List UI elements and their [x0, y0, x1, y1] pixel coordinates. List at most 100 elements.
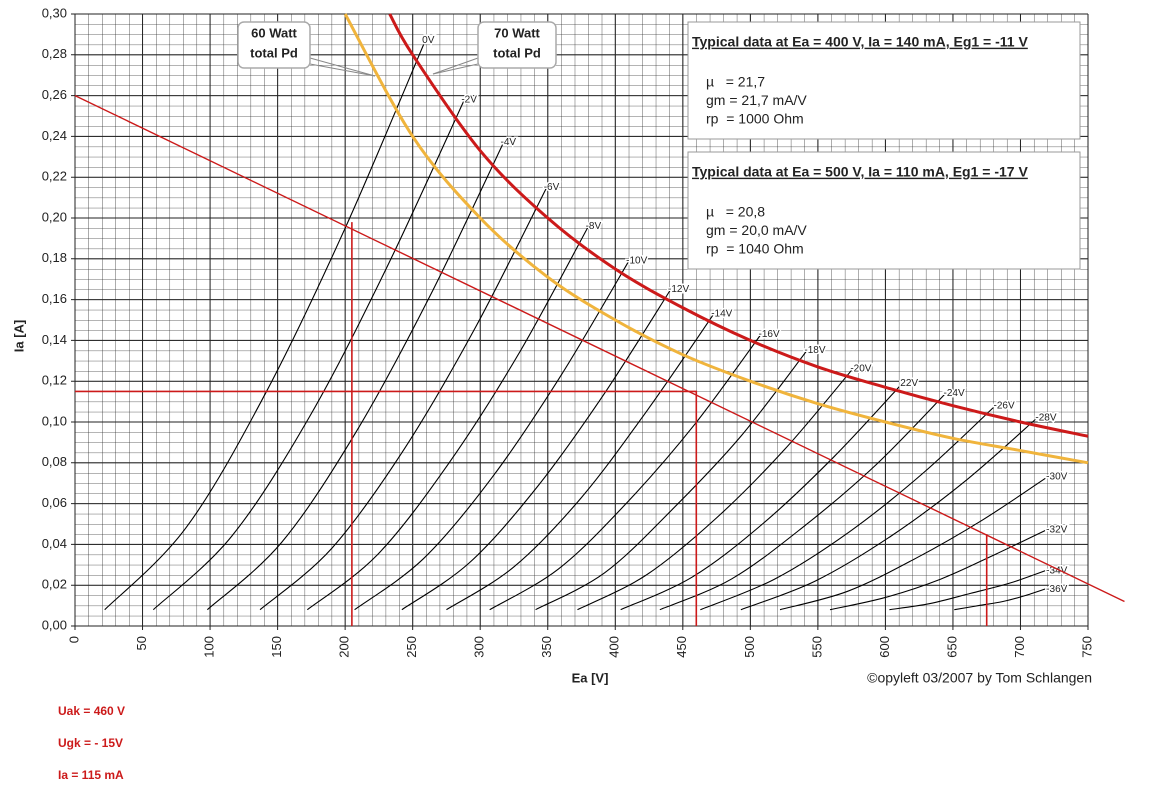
curve-label: -2V [461, 94, 477, 105]
plate-curve [659, 391, 948, 611]
y-tick-label: 0,20 [42, 209, 67, 224]
curve-label: 0V [422, 35, 435, 46]
plate-curve [829, 527, 1051, 611]
x-tick-label: 250 [404, 636, 419, 658]
x-tick-label: 750 [1079, 636, 1094, 658]
x-tick-label: 0 [66, 636, 81, 643]
note: Ia = 115 mA [58, 768, 124, 782]
x-tick-label: 700 [1012, 636, 1027, 658]
curve-label: -28V [1035, 413, 1056, 424]
info-title: Typical data at Ea = 400 V, Ia = 140 mA,… [692, 34, 1028, 50]
plate-curve [259, 185, 549, 611]
y-tick-label: 0,04 [42, 536, 67, 551]
callout-leader [309, 63, 376, 77]
plate-curve [700, 403, 998, 611]
operating-marker [75, 390, 698, 626]
curve-label: 22V [900, 378, 918, 389]
y-tick-label: 0,02 [42, 577, 67, 592]
x-tick-label: 300 [472, 636, 487, 658]
plate-curve [620, 380, 905, 611]
plate-curve [306, 223, 591, 611]
plate-curve [446, 311, 716, 611]
x-tick-label: 600 [877, 636, 892, 658]
info-line: rp = 1000 Ohm [706, 111, 804, 127]
y-tick-label: 0,30 [42, 5, 67, 20]
note: Ugk = - 15V [58, 736, 123, 750]
plate-curve [401, 287, 673, 611]
power-curve [343, 13, 1089, 465]
curve-label: -14V [711, 308, 732, 319]
y-tick-label: 0,22 [42, 169, 67, 184]
curve-label: -34V [1046, 566, 1067, 577]
x-tick-label: 550 [809, 636, 824, 658]
info-line: µ = 21,7 [706, 74, 765, 90]
plate-curve [577, 366, 855, 611]
plate-curve [354, 258, 631, 611]
plate-curve [779, 474, 1051, 611]
y-axis-label: Ia [A] [11, 320, 26, 353]
y-tick-label: 0,24 [42, 128, 67, 143]
info-title: Typical data at Ea = 500 V, Ia = 110 mA,… [692, 164, 1028, 180]
x-tick-label: 350 [539, 636, 554, 658]
x-tick-label: 100 [202, 636, 217, 658]
callout-box [237, 21, 311, 69]
info-line: rp = 1040 Ohm [706, 241, 804, 257]
y-tick-label: 0,26 [42, 87, 67, 102]
callout-text: 70 Watt [494, 25, 540, 40]
info-line: µ = 20,8 [706, 204, 765, 220]
callout-leader [309, 57, 376, 77]
x-tick-label: 650 [944, 636, 959, 658]
x-tick-label: 500 [742, 636, 757, 658]
plate-curve [206, 140, 506, 611]
callout-text: total Pd [493, 45, 541, 60]
plate-curve [489, 331, 763, 611]
info-box [687, 21, 1081, 140]
callout-text: 60 Watt [251, 25, 297, 40]
curve-label: -30V [1046, 472, 1067, 483]
plate-curve [152, 97, 466, 611]
y-tick-label: 0,14 [42, 332, 67, 347]
y-tick-label: 0,12 [42, 373, 67, 388]
callout-box [477, 21, 557, 69]
callout-leader [432, 57, 479, 75]
curve-label: -8V [586, 221, 602, 232]
plate-curve [535, 348, 809, 611]
callout-text: total Pd [250, 45, 298, 60]
curve-label: -6V [544, 182, 560, 193]
note: Uak = 460 V [58, 704, 125, 718]
y-tick-label: 0,16 [42, 291, 67, 306]
info-line: gm = 20,0 mA/V [706, 222, 807, 238]
y-tick-label: 0,08 [42, 454, 67, 469]
load-line [74, 94, 1125, 603]
x-tick-label: 150 [269, 636, 284, 658]
x-tick-label: 200 [337, 636, 352, 658]
curve-label: -18V [804, 345, 825, 356]
curve-label: -24V [944, 388, 965, 399]
plate-curve [889, 568, 1051, 611]
y-tick-label: 0,06 [42, 495, 67, 510]
curve-label: -20V [850, 364, 871, 375]
info-box [687, 151, 1081, 270]
y-tick-label: 0,28 [42, 46, 67, 61]
x-axis-label: Ea [V] [572, 670, 609, 685]
credit: ©opyleft 03/2007 by Tom Schlangen [867, 670, 1092, 686]
y-tick-label: 0,10 [42, 413, 67, 428]
y-tick-label: 0,00 [42, 617, 67, 632]
x-tick-label: 450 [674, 636, 689, 658]
power-curve [388, 13, 1089, 438]
plate-curve [954, 586, 1051, 611]
x-tick-label: 400 [607, 636, 622, 658]
y-tick-label: 0,18 [42, 250, 67, 265]
curve-label: -26V [994, 400, 1015, 411]
callout-leader [432, 63, 479, 75]
info-line: gm = 21,7 mA/V [706, 92, 807, 108]
curve-label: -36V [1046, 584, 1067, 595]
x-tick-label: 50 [134, 636, 149, 650]
curve-label: -16V [758, 329, 779, 340]
curve-label: -4V [501, 137, 517, 148]
plate-curve [740, 415, 1040, 611]
curve-label: -12V [668, 284, 689, 295]
plate-curve [104, 38, 427, 611]
